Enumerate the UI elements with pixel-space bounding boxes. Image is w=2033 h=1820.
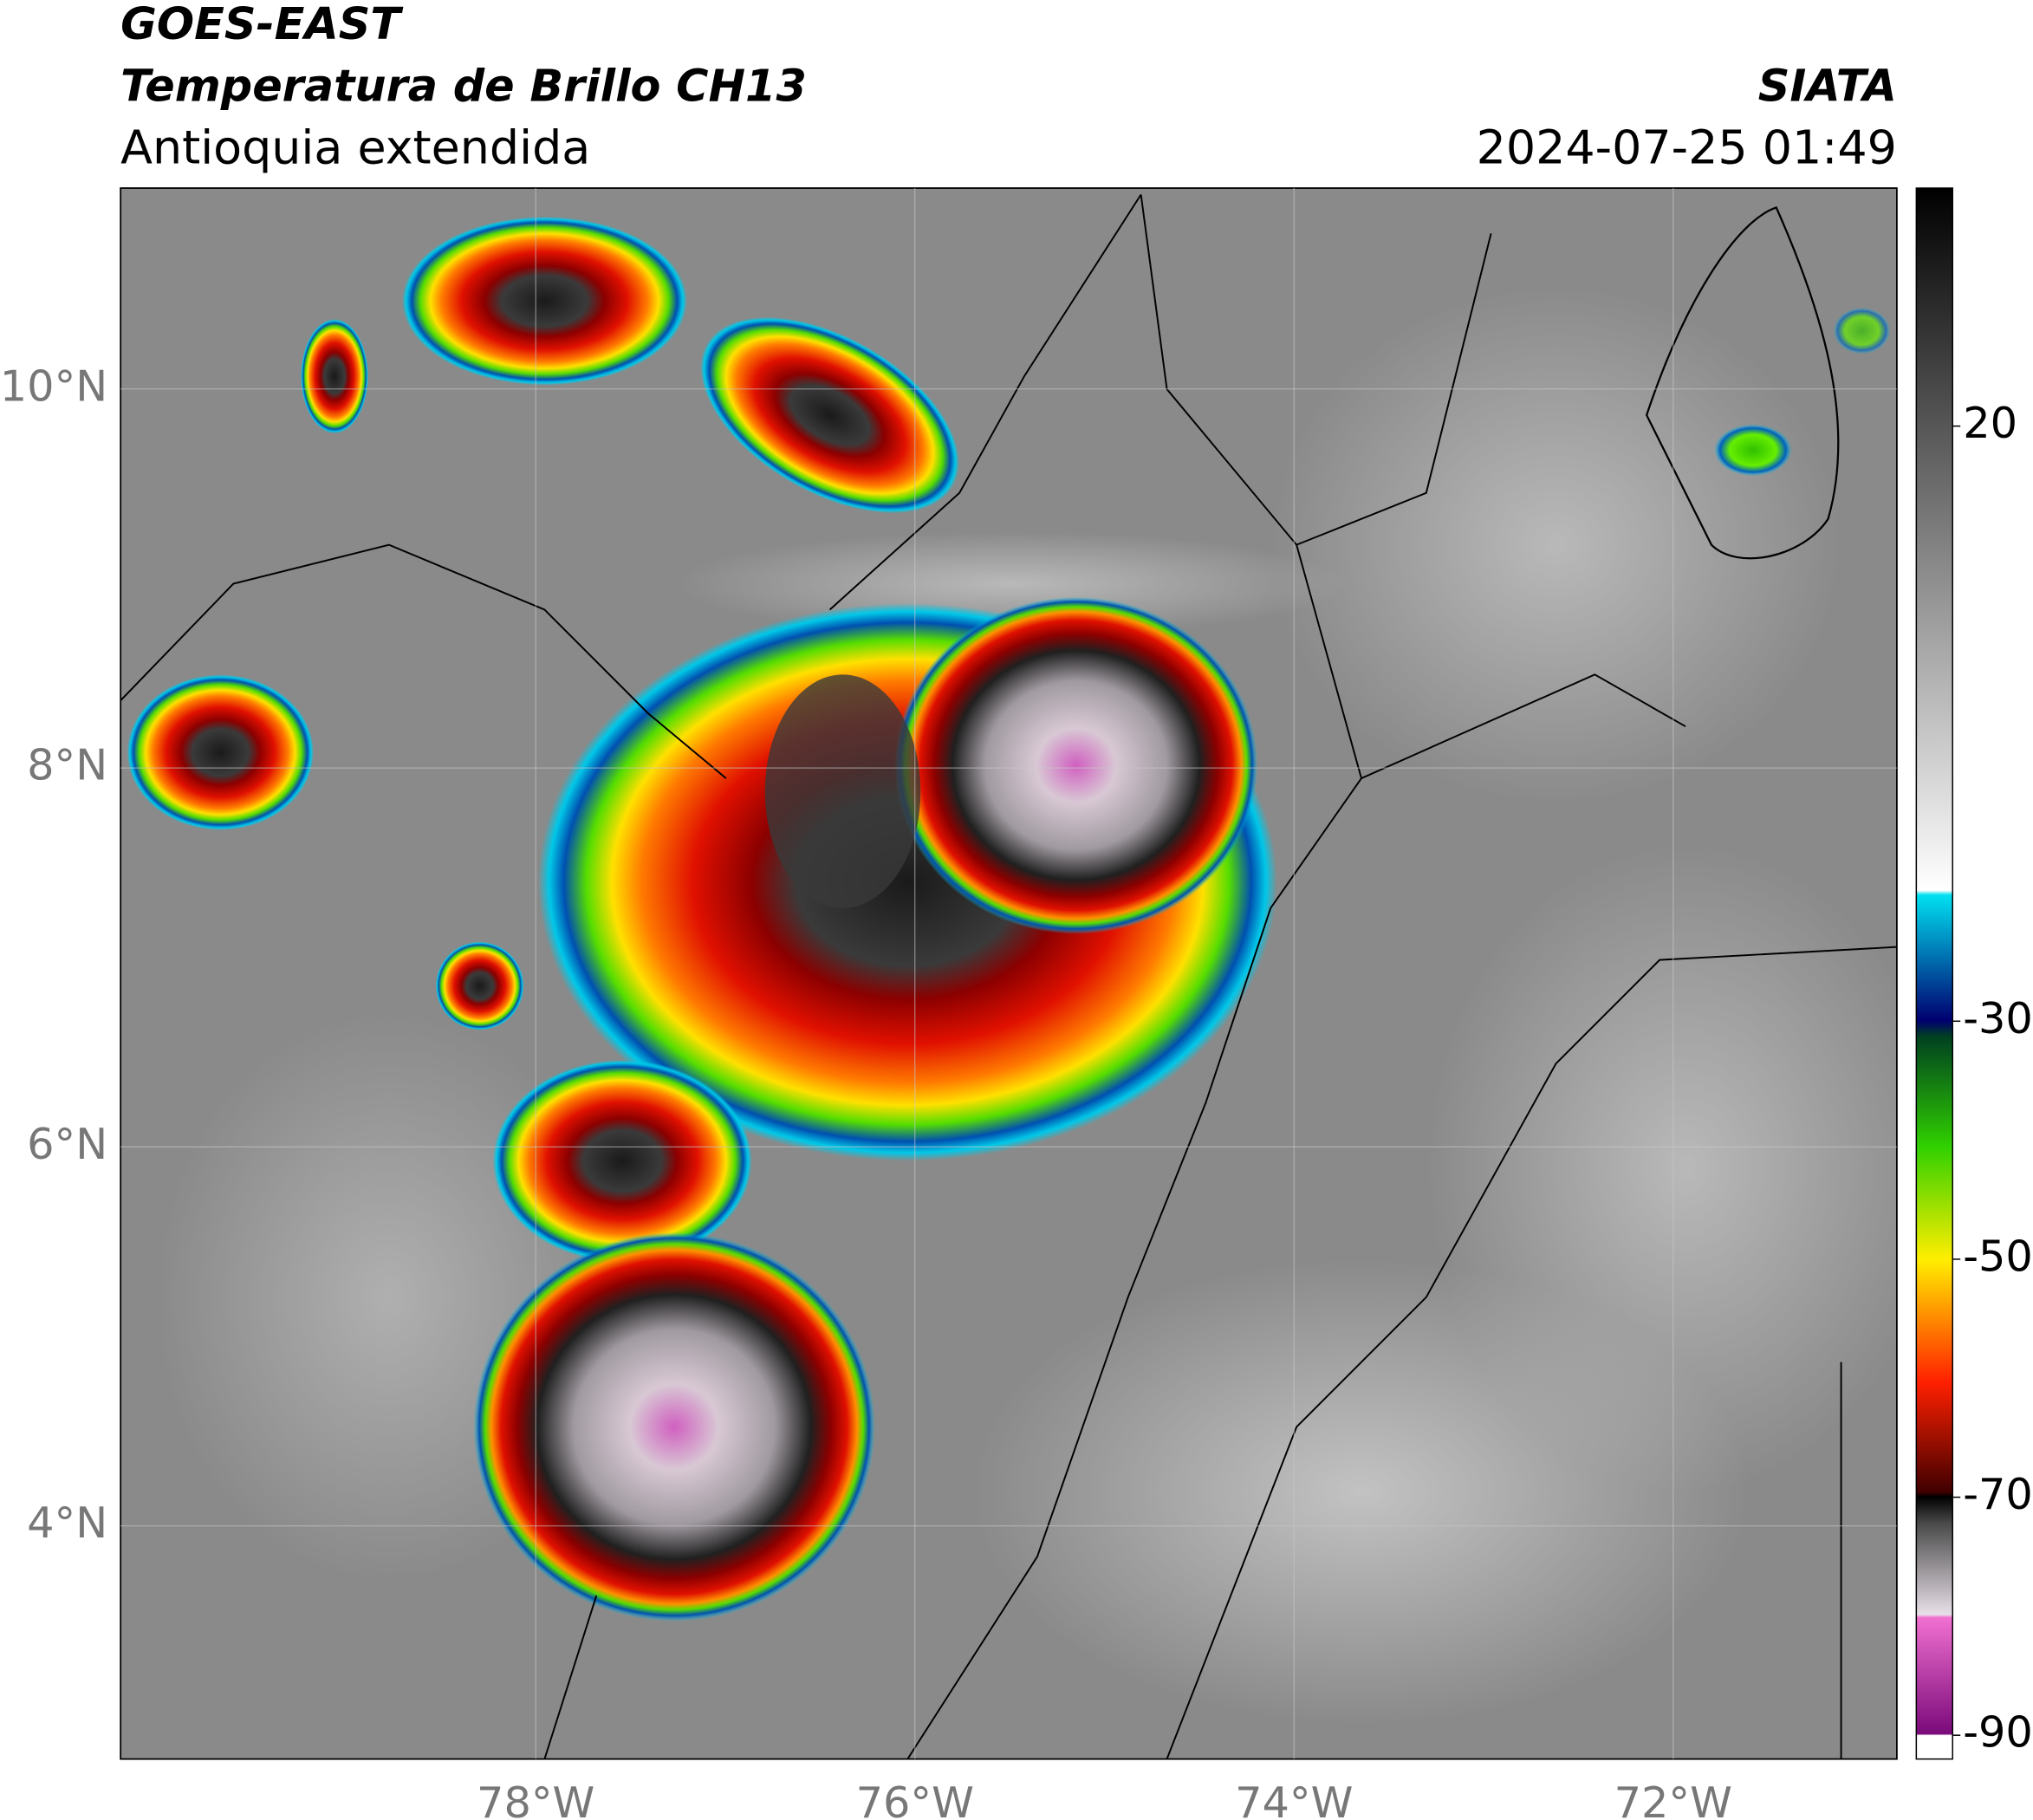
map-frame	[120, 187, 1898, 1760]
x-tick-label: 78°W	[477, 1778, 594, 1820]
x-tick-label: 74°W	[1235, 1778, 1353, 1820]
x-tick-label: 72°W	[1614, 1778, 1732, 1820]
y-tick-label: 4°N	[27, 1498, 107, 1548]
satellite-image	[120, 188, 1897, 1759]
source: SIATA	[1758, 61, 1897, 112]
colorbar-tick-label: -30	[1963, 993, 2033, 1043]
y-tick-label: 8°N	[27, 740, 107, 790]
colorbar-tick-label: -90	[1963, 1707, 2033, 1758]
subtitle: Temperatura de Brillo CH13	[120, 61, 807, 112]
colorbar	[1915, 187, 1953, 1760]
colorbar-tick-label: -50	[1963, 1231, 2033, 1281]
colorbar-tick-label: -70	[1963, 1469, 2033, 1519]
colorbar-tick-label: 20	[1963, 398, 2017, 448]
y-tick-label: 6°N	[27, 1119, 107, 1169]
region: Antioquia extendida	[120, 120, 590, 175]
x-tick-label: 76°W	[856, 1778, 974, 1820]
y-tick-label: 10°N	[0, 361, 107, 411]
title: GOES-EAST	[120, 0, 404, 49]
datetime: 2024-07-25 01:49	[1477, 120, 1897, 175]
